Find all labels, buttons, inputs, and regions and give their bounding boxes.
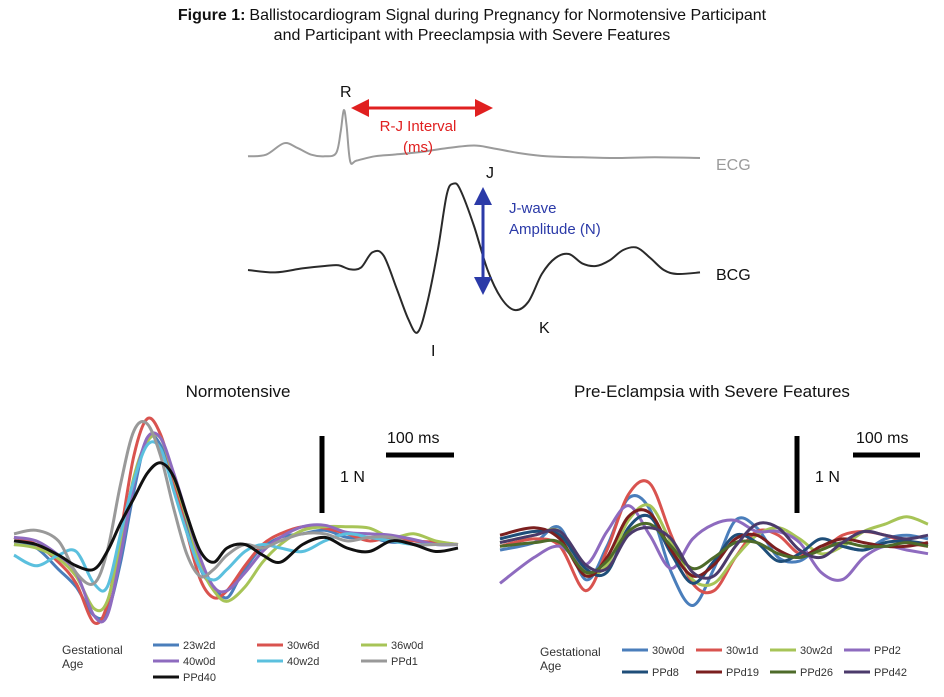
normotensive-series-ppd40 — [13, 461, 459, 572]
normotensive-legend-label-30w6d: 30w6d — [287, 640, 319, 652]
normotensive-time-scale-label: 100 ms — [387, 430, 439, 447]
preeclampsia-title: Pre-Eclampsia with Severe Features — [574, 382, 850, 401]
preeclampsia-legend-label-30w2d: 30w2d — [800, 645, 832, 657]
figure-title-line-2: and Participant with Preeclampsia with S… — [274, 27, 671, 44]
normotensive-legend-label-23w2d: 23w2d — [183, 640, 215, 652]
preeclampsia-legend-label-30w0d: 30w0d — [652, 645, 684, 657]
preeclampsia-series-ppd42 — [499, 521, 929, 580]
normotensive-series-40w0d — [13, 431, 459, 624]
rj-interval-label-2: (ms) — [403, 139, 433, 156]
ecg-label: ECG — [716, 157, 751, 174]
preeclampsia-amplitude-scale-label: 1 N — [815, 469, 840, 486]
bcg-label: BCG — [716, 267, 751, 284]
figure-title-line-1: Figure 1: Ballistocardiogram Signal durin… — [178, 7, 767, 24]
schematic-panel: R R-J Interval (ms) ECG J J-wave Amplitu… — [247, 84, 751, 360]
j-peak-label: J — [486, 165, 494, 182]
rj-interval-label-1: R-J Interval — [380, 118, 457, 135]
preeclampsia-series-ppd19 — [499, 508, 929, 578]
preeclampsia-lines — [499, 479, 929, 607]
i-wave-label: I — [431, 343, 435, 360]
normotensive-legend-label-ppd1: PPd1 — [391, 656, 418, 668]
k-wave-label: K — [539, 320, 550, 337]
preeclampsia-legend: 30w0d 30w1d 30w2d PPd2 PPd8 PPd19 PPd26 PPd42 — [622, 645, 907, 679]
schematic-series-bcg — [247, 182, 701, 334]
figure-title-text: Ballistocardiogram Signal during Pregnan… — [249, 7, 766, 24]
preeclampsia-legend-label-30w1d: 30w1d — [726, 645, 758, 657]
preeclampsia-legend-label-ppd42: PPd42 — [874, 667, 907, 679]
preeclampsia-series-ppd2 — [499, 504, 929, 585]
normotensive-panel: Normotensive 1 N 100 ms Gestational Age … — [13, 382, 459, 684]
j-wave-label-1: J-wave — [509, 200, 557, 217]
figure-title-prefix: Figure 1: — [178, 7, 246, 24]
normotensive-legend-header-2: Age — [62, 657, 84, 671]
normotensive-legend-label-36w0d: 36w0d — [391, 640, 423, 652]
preeclampsia-legend-label-ppd2: PPd2 — [874, 645, 901, 657]
preeclampsia-series-ppd8 — [499, 513, 929, 585]
normotensive-legend: 23w2d 30w6d 36w0d 40w0d 40w2d PPd1 PPd40 — [153, 640, 423, 684]
preeclampsia-series-ppd26 — [499, 521, 929, 575]
normotensive-lines — [13, 416, 459, 625]
normotensive-legend-label-ppd40: PPd40 — [183, 672, 216, 684]
preeclampsia-panel: Pre-Eclampsia with Severe Features 1 N 1… — [499, 382, 929, 679]
normotensive-title: Normotensive — [186, 382, 291, 401]
r-peak-label: R — [340, 84, 352, 101]
schematic-series-ecg — [247, 109, 701, 165]
preeclampsia-legend-header-2: Age — [540, 659, 562, 673]
j-wave-label-2: Amplitude (N) — [509, 221, 601, 238]
normotensive-legend-label-40w2d: 40w2d — [287, 656, 319, 668]
preeclampsia-legend-label-ppd8: PPd8 — [652, 667, 679, 679]
schematic-lines — [247, 109, 701, 334]
normotensive-amplitude-scale-label: 1 N — [340, 469, 365, 486]
normotensive-legend-label-40w0d: 40w0d — [183, 656, 215, 668]
normotensive-series-36w0d — [13, 433, 459, 613]
normotensive-series-30w6d — [13, 416, 459, 625]
preeclampsia-time-scale-label: 100 ms — [856, 430, 908, 447]
preeclampsia-legend-header-1: Gestational — [540, 645, 601, 659]
preeclampsia-legend-label-ppd19: PPd19 — [726, 667, 759, 679]
normotensive-legend-header-1: Gestational — [62, 643, 123, 657]
preeclampsia-legend-label-ppd26: PPd26 — [800, 667, 833, 679]
normotensive-series-ppd1 — [13, 420, 458, 586]
